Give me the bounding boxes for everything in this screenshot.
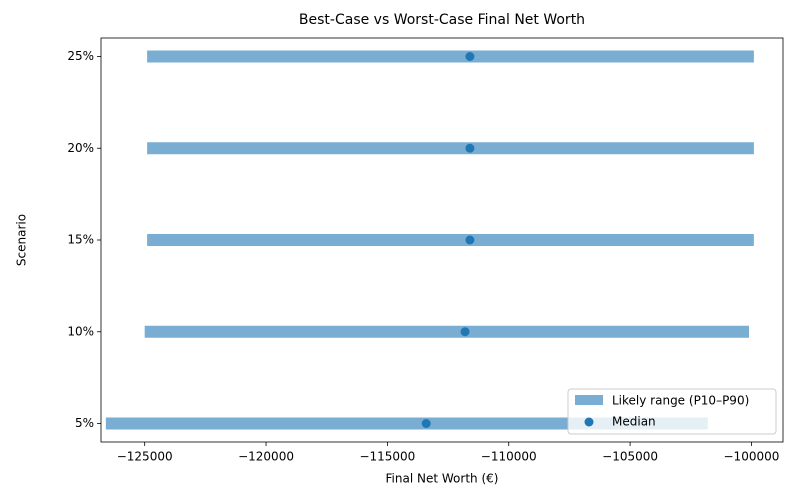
range-bar: [147, 50, 754, 63]
median-dot: [460, 327, 470, 337]
x-tick-label: −105000: [602, 450, 658, 464]
y-tick-label: 10%: [67, 324, 94, 338]
median-dot: [465, 235, 475, 245]
median-dot: [465, 52, 475, 61]
median-dot: [465, 143, 475, 153]
x-tick-label: −120000: [238, 450, 294, 464]
legend-range-swatch: [575, 395, 603, 405]
y-tick-label: 25%: [67, 49, 94, 63]
y-tick-label: 5%: [75, 416, 94, 430]
x-tick-label: −115000: [359, 450, 415, 464]
chart-title: Best-Case vs Worst-Case Final Net Worth: [299, 12, 585, 28]
y-axis-label: Scenario: [15, 214, 29, 266]
plot-frame: [100, 37, 784, 443]
range-bar: [105, 417, 708, 430]
range-bar: [144, 325, 750, 338]
legend-median-swatch: [584, 417, 594, 427]
legend-label: Likely range (P10–P90): [612, 394, 749, 408]
range-bar: [147, 234, 754, 246]
x-tick-label: −125000: [117, 450, 173, 464]
median-dot: [421, 419, 431, 428]
legend-label: Median: [612, 415, 656, 429]
y-tick-label: 20%: [67, 141, 94, 155]
range-bar: [147, 142, 754, 155]
legend-box: [567, 388, 777, 435]
x-tick-label: −110000: [481, 450, 537, 464]
x-tick-label: −100000: [724, 450, 780, 464]
y-tick-label: 15%: [67, 233, 94, 247]
x-axis-label: Final Net Worth (€): [386, 472, 499, 486]
